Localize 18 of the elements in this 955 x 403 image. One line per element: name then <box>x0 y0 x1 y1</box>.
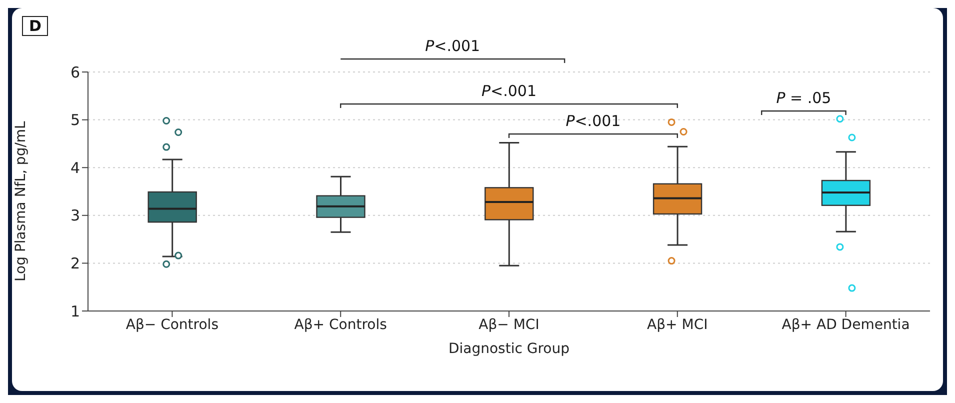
annotation: P = .05 <box>776 89 832 107</box>
x-tick-label: Aβ+ Controls <box>294 316 387 333</box>
y-tick-label: 1 <box>70 302 80 320</box>
x-tick-label: Aβ− Controls <box>126 316 218 333</box>
annotation: P<.001 <box>566 112 621 130</box>
y-tick-label: 4 <box>70 158 80 177</box>
x-axis-title: Diagnostic Group <box>448 341 570 357</box>
y-tick-label: 2 <box>70 254 80 273</box>
x-tick-label: Aβ− MCI <box>478 316 540 333</box>
text: P<.001 <box>425 37 480 55</box>
annotation: P<.001 <box>481 82 537 100</box>
y-tick-label: 6 <box>70 63 80 82</box>
y-tick-label: 3 <box>70 206 80 225</box>
x-tick-label: Aβ+ AD Dementia <box>782 316 910 333</box>
y-tick-label: 5 <box>70 111 80 130</box>
text: D <box>22 16 48 36</box>
x-tick-label: Aβ+ MCI <box>647 316 708 333</box>
y-axis-title: Log Plasma NfL, pg/mL <box>12 120 29 282</box>
